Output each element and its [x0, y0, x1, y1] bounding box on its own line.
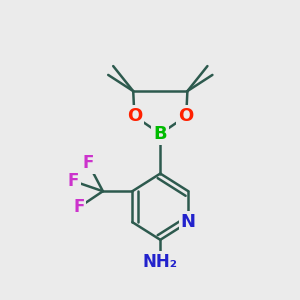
Text: N: N — [181, 213, 196, 231]
Text: F: F — [73, 198, 84, 216]
Text: O: O — [178, 107, 194, 125]
Text: F: F — [67, 172, 79, 190]
Text: F: F — [82, 154, 94, 172]
Text: O: O — [127, 107, 142, 125]
Text: B: B — [154, 125, 167, 143]
Text: NH₂: NH₂ — [143, 253, 178, 271]
